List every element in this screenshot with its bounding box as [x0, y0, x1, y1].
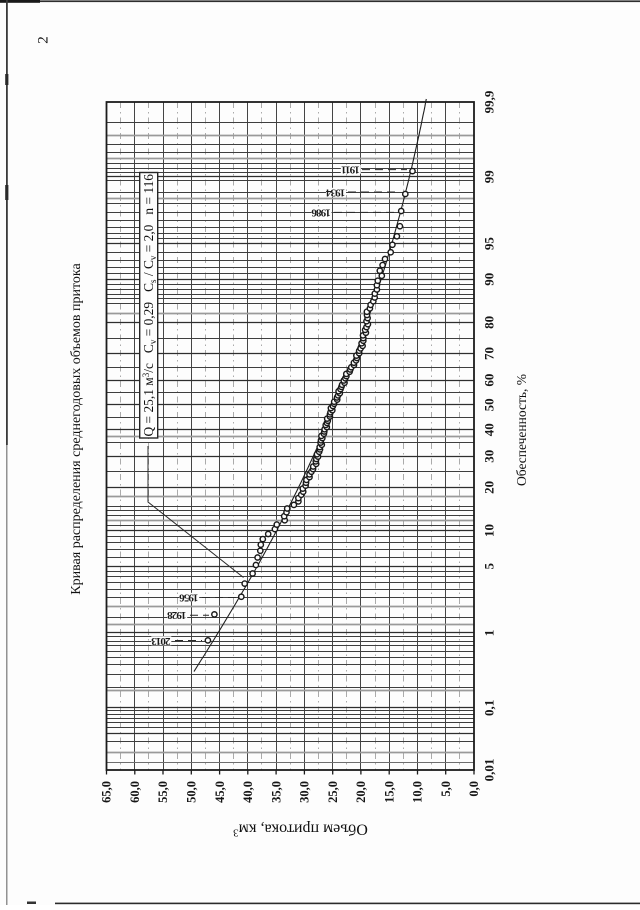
svg-text:40: 40	[482, 423, 497, 436]
svg-text:45,0: 45,0	[213, 781, 227, 803]
svg-text:1: 1	[482, 630, 497, 637]
svg-text:1928: 1928	[167, 609, 187, 621]
svg-text:15,0: 15,0	[382, 781, 396, 803]
svg-text:35,0: 35,0	[269, 781, 283, 803]
svg-text:20: 20	[482, 481, 497, 494]
svg-text:30: 30	[482, 450, 497, 463]
svg-text:5,0: 5,0	[439, 781, 453, 797]
svg-text:1934: 1934	[325, 186, 345, 198]
svg-text:65,0: 65,0	[100, 781, 114, 803]
svg-text:70: 70	[482, 347, 497, 360]
svg-text:1986: 1986	[311, 206, 331, 218]
svg-text:99,9: 99,9	[482, 90, 497, 113]
svg-text:40,0: 40,0	[241, 781, 255, 803]
svg-text:10,0: 10,0	[411, 781, 425, 803]
svg-text:55,0: 55,0	[156, 781, 170, 803]
svg-text:2013: 2013	[151, 635, 171, 647]
svg-text:80: 80	[482, 316, 497, 329]
svg-text:Кривая распределения среднегод: Кривая распределения среднегодовых объем…	[69, 263, 84, 595]
svg-text:1911: 1911	[342, 163, 360, 175]
svg-text:25,0: 25,0	[326, 781, 340, 803]
svg-text:0,0: 0,0	[467, 781, 481, 797]
svg-text:99: 99	[482, 170, 497, 184]
svg-text:10: 10	[482, 524, 497, 537]
svg-text:20,0: 20,0	[354, 781, 368, 803]
svg-text:30,0: 30,0	[298, 781, 312, 803]
svg-text:Объем притока, км3: Объем притока, км3	[233, 821, 368, 839]
svg-text:60: 60	[482, 374, 497, 387]
svg-text:Q = 25,1 м3/с Сv = 0,29 Сs: Q = 25,1 м3/с Сv = 0,29 Сs / Сv = 2,0 n …	[141, 174, 158, 437]
svg-text:5: 5	[482, 562, 497, 569]
svg-text:1956: 1956	[179, 591, 199, 603]
svg-text:50,0: 50,0	[185, 781, 199, 803]
svg-text:Обеспеченность, %: Обеспеченность, %	[514, 374, 529, 486]
svg-text:0,01: 0,01	[482, 759, 497, 782]
svg-text:2: 2	[36, 36, 52, 44]
svg-text:0,1: 0,1	[482, 700, 497, 716]
svg-text:90: 90	[482, 273, 497, 286]
svg-text:60,0: 60,0	[128, 781, 142, 803]
svg-text:50: 50	[482, 398, 497, 411]
svg-text:95: 95	[482, 237, 497, 251]
